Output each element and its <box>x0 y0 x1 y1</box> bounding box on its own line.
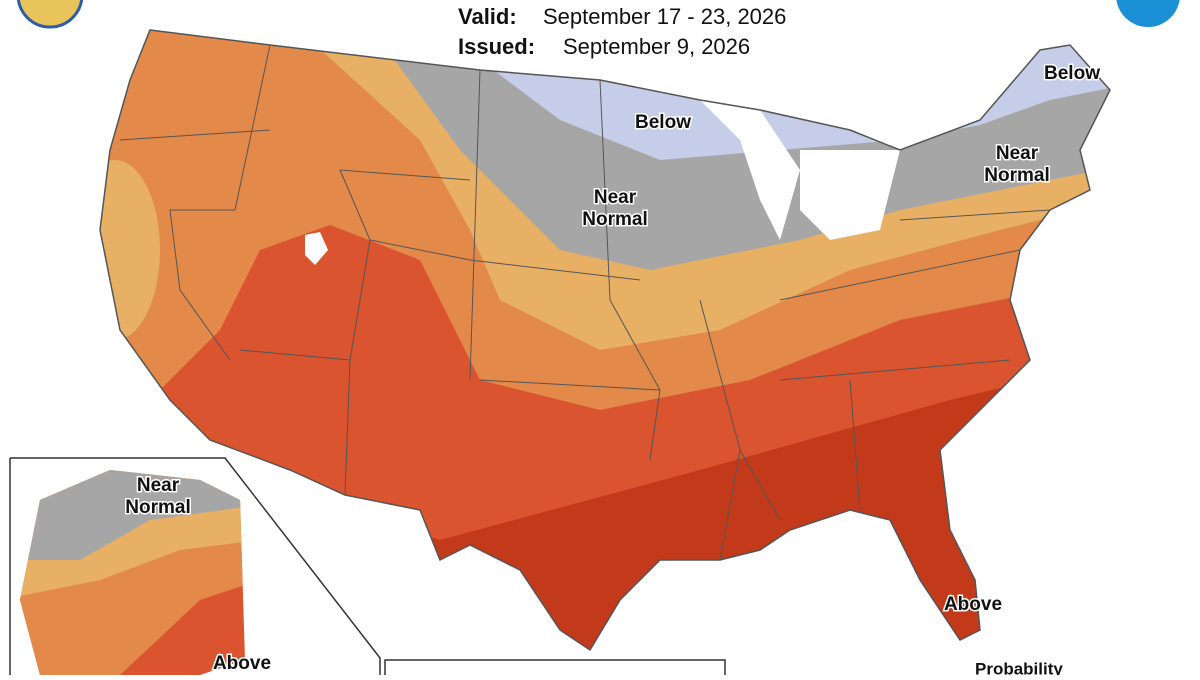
conus-outline <box>99 29 1111 652</box>
region-label: Normal <box>984 165 1049 186</box>
alaska-inset-frame <box>9 457 381 675</box>
nws-logo <box>1116 0 1180 27</box>
region-label: Above <box>944 594 1002 615</box>
issued-label: Issued: <box>458 34 535 59</box>
region-label: Near <box>996 143 1039 164</box>
band-light-orange-coast <box>100 160 160 340</box>
legend-box <box>384 659 726 675</box>
region-label: Near <box>594 187 637 208</box>
region-label: Below <box>635 112 691 133</box>
great-lakes <box>700 100 900 240</box>
region-label: Normal <box>582 209 647 230</box>
alaska-bands <box>20 470 245 675</box>
issued-date: September 9, 2026 <box>563 34 750 59</box>
legend-title: Probability <box>975 659 1063 675</box>
region-label: Below <box>1044 63 1100 84</box>
state-lines <box>119 44 1051 561</box>
region-label: Near <box>137 475 180 496</box>
salt-lake <box>305 232 328 265</box>
valid-label: Valid: <box>458 4 517 29</box>
region-label: Above <box>213 653 271 674</box>
noaa-seal <box>16 0 84 29</box>
region-label: Normal <box>125 497 190 518</box>
valid-dates: September 17 - 23, 2026 <box>543 4 786 29</box>
